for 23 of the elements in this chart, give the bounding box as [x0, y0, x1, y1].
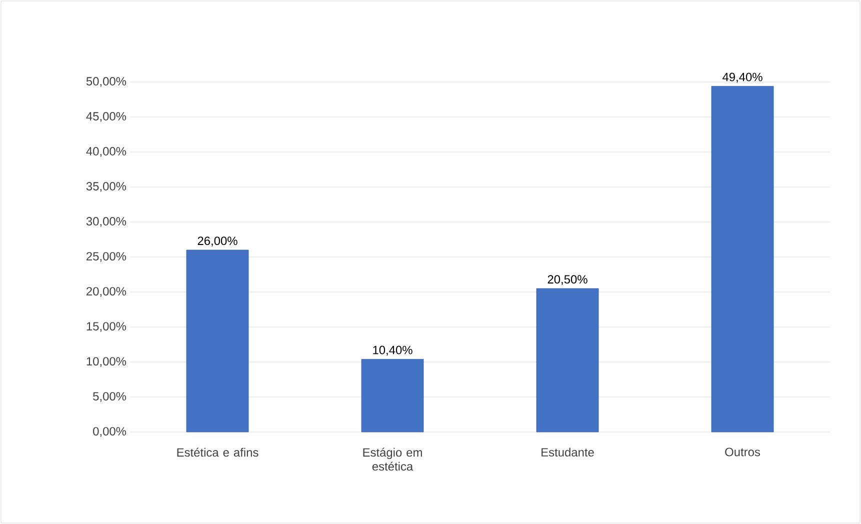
x-tick-label: Outros	[725, 448, 760, 456]
bar	[536, 288, 599, 432]
x-tick-label: Estética e afins	[177, 448, 258, 457]
data-label: 26,00%	[198, 236, 238, 246]
data-label: 20,50%	[548, 275, 588, 285]
x-tick-label: Estágio em estética	[363, 448, 422, 471]
y-tick-label: 30,00%	[86, 217, 126, 227]
bar	[186, 250, 249, 432]
y-tick-label: 5,00%	[93, 392, 126, 402]
bar	[711, 86, 774, 432]
y-tick-label: 25,00%	[86, 252, 126, 262]
y-tick-label: 50,00%	[86, 77, 126, 87]
y-tick-label: 20,00%	[86, 287, 126, 297]
y-tick-label: 45,00%	[86, 112, 126, 122]
y-tick-label: 35,00%	[86, 182, 126, 192]
data-label: 49,40%	[722, 72, 762, 83]
bar	[361, 359, 424, 432]
y-tick-label: 10,00%	[86, 357, 126, 367]
x-tick-label: Estudante	[542, 448, 594, 457]
y-tick-label: 0,00%	[93, 427, 126, 437]
data-label: 10,40%	[373, 346, 412, 356]
y-tick-label: 40,00%	[86, 147, 126, 157]
y-tick-label: 15,00%	[86, 322, 126, 332]
